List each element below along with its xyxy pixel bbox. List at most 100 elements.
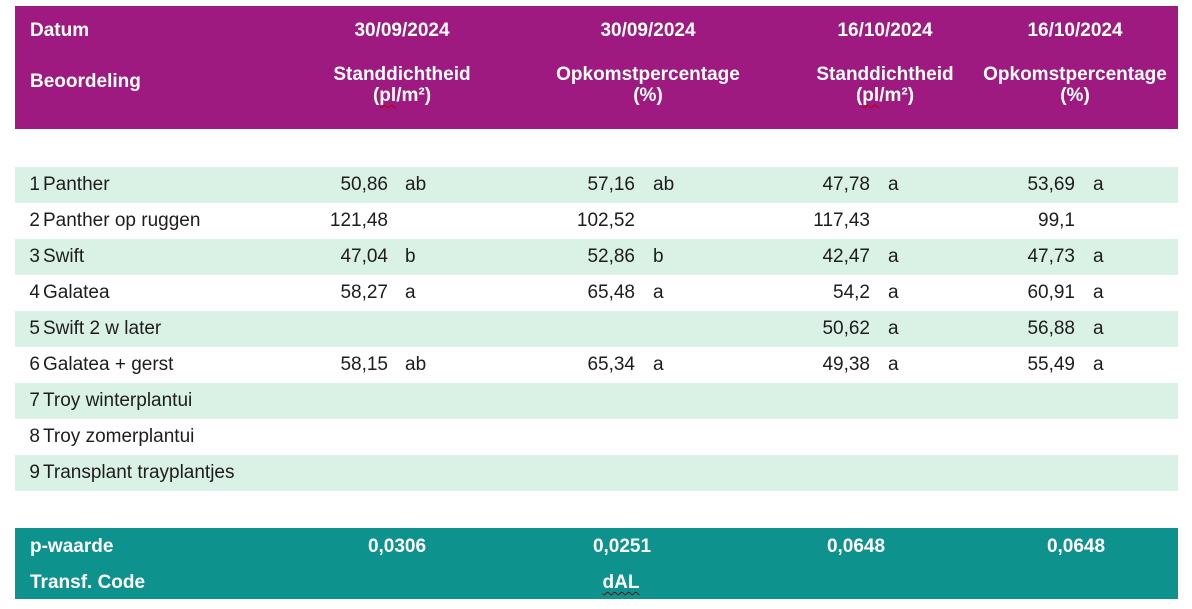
cell-value: 99,1 [1038,210,1075,231]
cell-value [965,455,1075,491]
cell-value [278,419,388,455]
cell-value [525,419,635,455]
row-name: Panther [43,174,110,195]
table-row: 4 Galatea 58,27 a 65,48 a 54,2 a 60,91 a [15,275,1178,311]
cell-value: 47,73 [1027,246,1075,267]
cell-value [965,383,1075,419]
cell-letter: a [405,282,416,303]
spellcheck-squiggle: pl [862,85,880,106]
p-value: 0,0648 [1046,536,1106,557]
cell-value: 52,86 [587,246,635,267]
cell-value [525,455,635,491]
cell-value: 47,04 [340,246,388,267]
row-name: Swift [43,246,85,267]
cell-value [278,311,388,347]
cell-letter: a [1093,246,1104,267]
datum-label: Datum [30,20,90,41]
cell-letter: a [1093,174,1104,195]
cell-value: 121,48 [329,210,388,231]
row-number: 4 [29,282,40,303]
beoordeling-label: Beoordeling [30,71,141,92]
cell-value: 47,78 [822,174,870,195]
table-row: 7 Troy winterplantui [15,383,1178,419]
cell-value: 55,49 [1027,354,1075,375]
cell-value [525,311,635,347]
column-header-3: Standdichtheid (pl/m²) [816,64,954,106]
row-number: 6 [29,354,40,375]
cell-value [760,455,870,491]
column-header-2: Opkomstpercentage (%) [556,64,740,106]
table-row: 5 Swift 2 w later 50,62 a 56,88 a [15,311,1178,347]
table-footer-band: p-waarde 0,0306 0,0251 0,0648 0,0648 Tra… [15,528,1178,599]
cell-value: 117,43 [813,210,870,231]
cell-letter: ab [405,174,427,195]
row-name: Troy winterplantui [43,390,193,411]
cell-letter: b [405,246,416,267]
cell-letter: a [653,354,664,375]
column-date-4: 16/10/2024 [1027,20,1123,41]
table-row: 6 Galatea + gerst 58,15 ab 65,34 a 49,38 a 55,49… [15,347,1178,383]
cell-letter: ab [653,174,675,195]
p-value-label: p-waarde [30,536,114,557]
row-number: 1 [29,174,40,195]
transf-code-label: Transf. Code [30,572,146,593]
spellcheck-squiggle: pl [379,85,397,106]
cell-letter: a [653,282,664,303]
cell-value [965,419,1075,455]
row-name: Galatea [43,282,110,303]
transf-code-value: dAL [602,572,640,593]
cell-letter: ab [405,354,427,375]
cell-letter: a [888,318,899,339]
p-value: 0,0306 [367,536,427,557]
row-name: Troy zomerplantui [43,426,195,447]
row-name: Panther op ruggen [43,210,201,231]
table-row: 1 Panther 50,86 ab 57,16 ab 47,78 a 53,69 a [15,167,1178,203]
cell-value: 65,48 [587,282,635,303]
p-value: 0,0648 [826,536,886,557]
cell-value: 49,38 [822,354,870,375]
cell-value: 50,86 [340,174,388,195]
cell-value: 57,16 [587,174,635,195]
table-row: 9 Transplant trayplantjes [15,455,1178,491]
column-date-2: 30/09/2024 [600,20,696,41]
cell-value: 50,62 [822,318,870,339]
cell-value: 65,34 [587,354,635,375]
cell-value: 58,15 [340,354,388,375]
cell-value: 58,27 [340,282,388,303]
cell-value: 54,2 [833,282,870,303]
cell-value [760,419,870,455]
table-row: 8 Troy zomerplantui [15,419,1178,455]
table-header-band: Datum Beoordeling 30/09/2024 30/09/2024 … [15,6,1178,129]
row-number: 9 [29,462,40,483]
column-date-1: 30/09/2024 [354,20,450,41]
cell-value: 42,47 [822,246,870,267]
column-header-1: Standdichtheid (pl/m²) [333,64,471,106]
cell-value: 102,52 [576,210,635,231]
row-number: 7 [29,390,40,411]
cell-letter: a [888,246,899,267]
table-row: 3 Swift 47,04 b 52,86 b 42,47 a 47,73 a [15,239,1178,275]
cell-value: 60,91 [1027,282,1075,303]
p-value-row: p-waarde 0,0306 0,0251 0,0648 0,0648 [15,528,1178,566]
column-date-3: 16/10/2024 [837,20,933,41]
p-value: 0,0251 [592,536,652,557]
row-number: 8 [29,426,40,447]
row-name: Swift 2 w later [43,318,162,339]
row-number: 2 [29,210,40,231]
cell-value [278,383,388,419]
cell-value [525,383,635,419]
cell-value: 53,69 [1027,174,1075,195]
cell-value [760,383,870,419]
table-row: 2 Panther op ruggen 121,48 102,52 117,43 99,1 [15,203,1178,239]
cell-letter: a [1093,354,1104,375]
row-number: 5 [29,318,40,339]
cell-letter: a [1093,282,1104,303]
row-number: 3 [29,246,40,267]
table-body: 1 Panther 50,86 ab 57,16 ab 47,78 a 53,69 a 2 Panth… [15,167,1178,491]
cell-value [278,455,388,491]
cell-letter: a [888,174,899,195]
row-name: Transplant trayplantjes [43,462,235,483]
cell-letter: a [1093,318,1104,339]
cell-letter: a [888,282,899,303]
